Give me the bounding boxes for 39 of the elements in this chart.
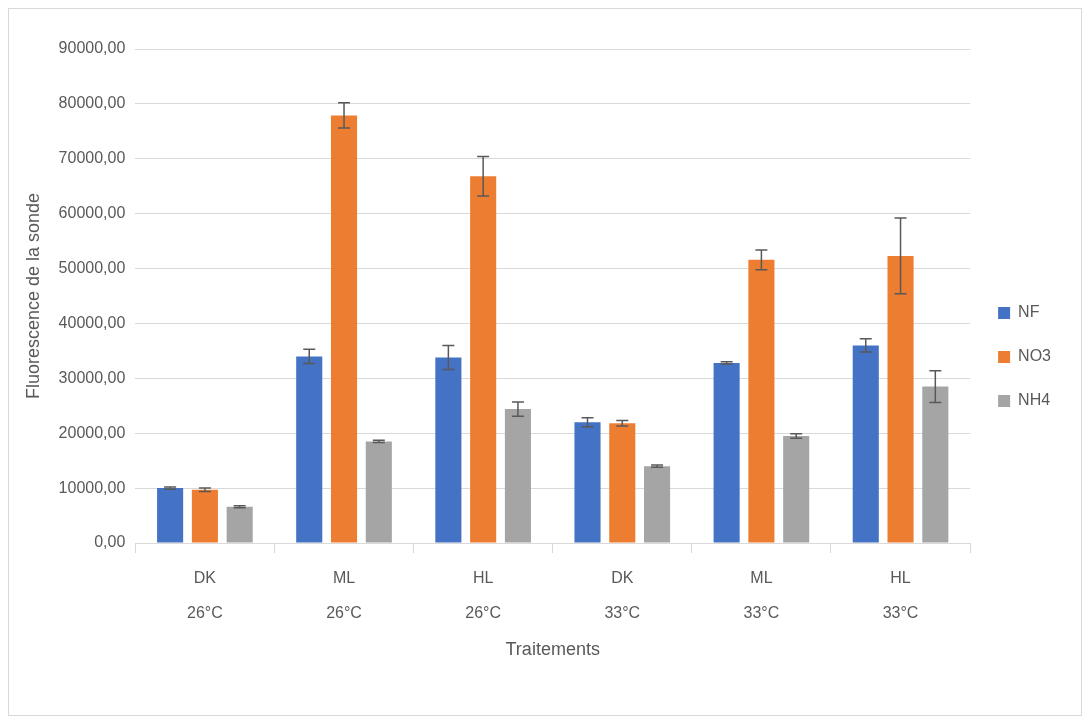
- x-axis-title: Traitements: [505, 639, 600, 660]
- y-tick-label: 70000,00: [58, 149, 126, 167]
- y-tick-label: 40000,00: [58, 313, 126, 331]
- y-tick-label: 80000,00: [58, 94, 126, 112]
- bar: [748, 259, 775, 543]
- bar: [783, 435, 810, 543]
- x-tick-label: HL 26°C: [465, 569, 502, 622]
- legend-label: NH4: [1018, 391, 1051, 409]
- y-tick-label: 0,00: [94, 533, 126, 551]
- bar: [226, 506, 253, 543]
- bar: [922, 386, 949, 543]
- bar: [713, 362, 740, 543]
- bar: [644, 466, 671, 543]
- bar: [191, 489, 218, 543]
- bar: [435, 357, 462, 543]
- x-tick-label: DK 33°C: [604, 569, 641, 622]
- bar: [296, 356, 323, 543]
- x-tick-label: HL 33°C: [882, 569, 919, 622]
- y-tick-label: 60000,00: [58, 204, 126, 222]
- bar: [887, 255, 914, 543]
- y-axis-title: Fluorescence de la sonde: [22, 192, 43, 400]
- bar: [609, 423, 636, 543]
- legend-label: NF: [1018, 303, 1040, 321]
- y-tick-label: 50000,00: [58, 258, 126, 276]
- x-tick-label: DK 26°C: [187, 569, 223, 622]
- x-tick-label: ML 33°C: [743, 569, 780, 622]
- bar: [157, 488, 184, 543]
- bar: [504, 409, 531, 543]
- y-tick-label: 30000,00: [58, 368, 126, 386]
- bar: [365, 441, 392, 543]
- bar: [852, 345, 879, 543]
- y-tick-label: 90000,00: [58, 39, 126, 57]
- bar: [470, 176, 497, 543]
- y-tick-label: 10000,00: [58, 478, 126, 496]
- bar: [574, 422, 601, 543]
- legend-label: NO3: [1018, 347, 1052, 365]
- y-tick-label: 20000,00: [58, 423, 126, 441]
- bar: [330, 115, 358, 543]
- x-tick-label: ML 26°C: [326, 569, 362, 622]
